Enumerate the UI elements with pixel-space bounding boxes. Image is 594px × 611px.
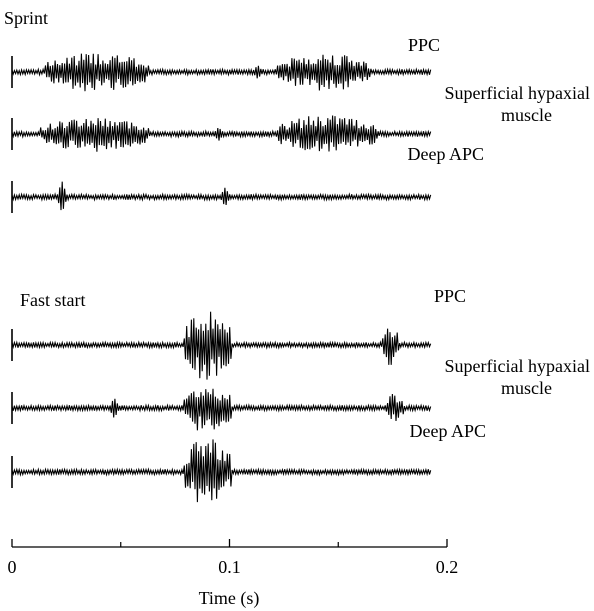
trace-label: Deep APC (410, 421, 487, 441)
x-axis-ticks: 0 0.1 0.2 (8, 539, 459, 577)
x-axis-label: Time (s) (199, 588, 260, 609)
x-tick-label: 0.2 (436, 557, 459, 577)
emg-traces (11, 53, 432, 503)
emg-trace (11, 181, 432, 211)
trace-label: muscle (501, 378, 552, 398)
x-tick-label: 0 (8, 557, 17, 577)
emg-trace (11, 115, 432, 152)
panel-title-fast-start: Fast start (20, 290, 86, 310)
panel-title-sprint: Sprint (4, 8, 48, 28)
emg-trace (11, 388, 432, 431)
emg-trace (11, 53, 432, 92)
trace-label: Superficial hypaxial (445, 83, 590, 103)
emg-trace (11, 311, 432, 380)
trace-label: PPC (434, 286, 466, 306)
trace-label: Deep APC (408, 144, 485, 164)
x-tick-label: 0.1 (218, 557, 241, 577)
trace-label: Superficial hypaxial (445, 356, 590, 376)
emg-trace (11, 439, 432, 503)
trace-label: muscle (501, 105, 552, 125)
trace-label: PPC (408, 35, 440, 55)
